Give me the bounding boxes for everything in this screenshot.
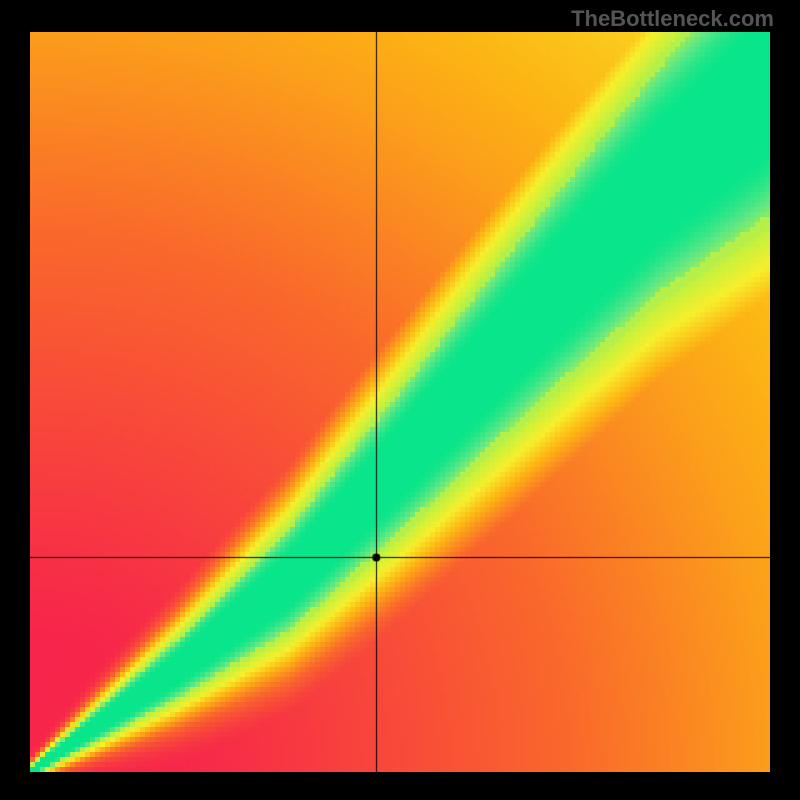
watermark-text: TheBottleneck.com: [571, 6, 774, 32]
chart-container: TheBottleneck.com: [0, 0, 800, 800]
bottleneck-heatmap: [30, 32, 770, 772]
